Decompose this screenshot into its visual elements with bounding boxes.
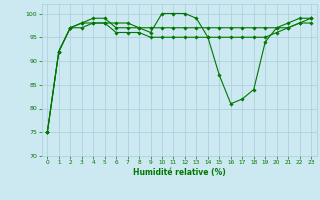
X-axis label: Humidité relative (%): Humidité relative (%) (133, 168, 226, 177)
